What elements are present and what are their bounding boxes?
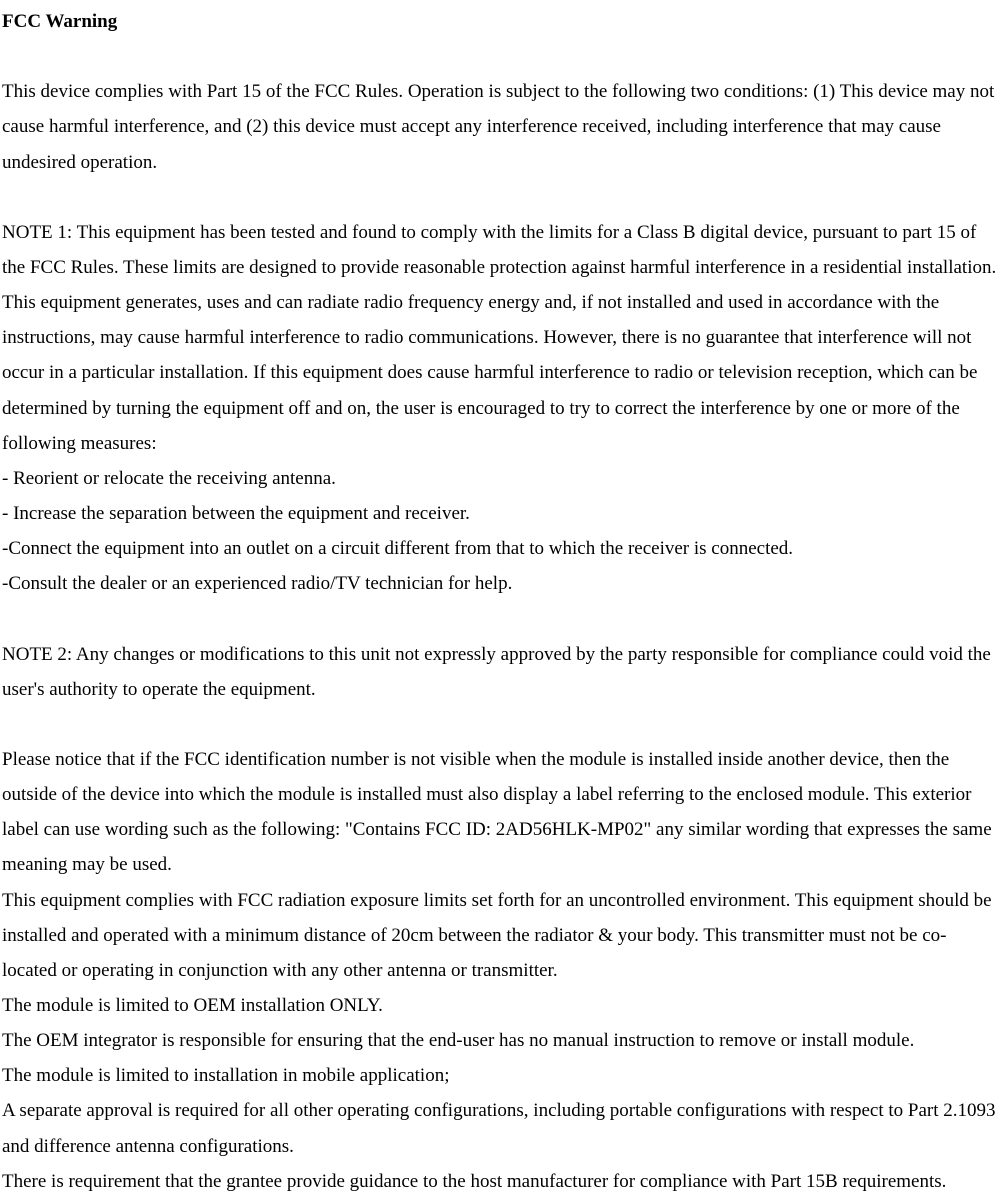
grantee-text: There is requirement that the grantee pr… — [2, 1164, 1001, 1199]
note-2-paragraph: NOTE 2: Any changes or modifications to … — [2, 637, 1001, 707]
mobile-limit-text: The module is limited to installation in… — [2, 1065, 449, 1086]
measure-1: - Reorient or relocate the receiving ant… — [2, 468, 336, 489]
approval-text: A separate approval is required for all … — [2, 1100, 996, 1156]
measure-2: - Increase the separation between the eq… — [2, 503, 470, 524]
label-notice-text: Please notice that if the FCC identifica… — [2, 749, 992, 875]
note-1-body: NOTE 1: This equipment has been tested a… — [2, 222, 996, 454]
oem-limit-text: The module is limited to OEM installatio… — [2, 995, 383, 1016]
measure-3: -Connect the equipment into an outlet on… — [2, 538, 793, 559]
closing-section: Please notice that if the FCC identifica… — [2, 742, 1001, 1199]
note-1-section: NOTE 1: This equipment has been tested a… — [2, 215, 1001, 602]
oem-responsible-text: The OEM integrator is responsible for en… — [2, 1030, 914, 1051]
intro-paragraph: This device complies with Part 15 of the… — [2, 74, 1001, 179]
document-title: FCC Warning — [2, 4, 1001, 39]
measure-4: -Consult the dealer or an experienced ra… — [2, 573, 512, 594]
radiation-text: This equipment complies with FCC radiati… — [2, 890, 992, 981]
